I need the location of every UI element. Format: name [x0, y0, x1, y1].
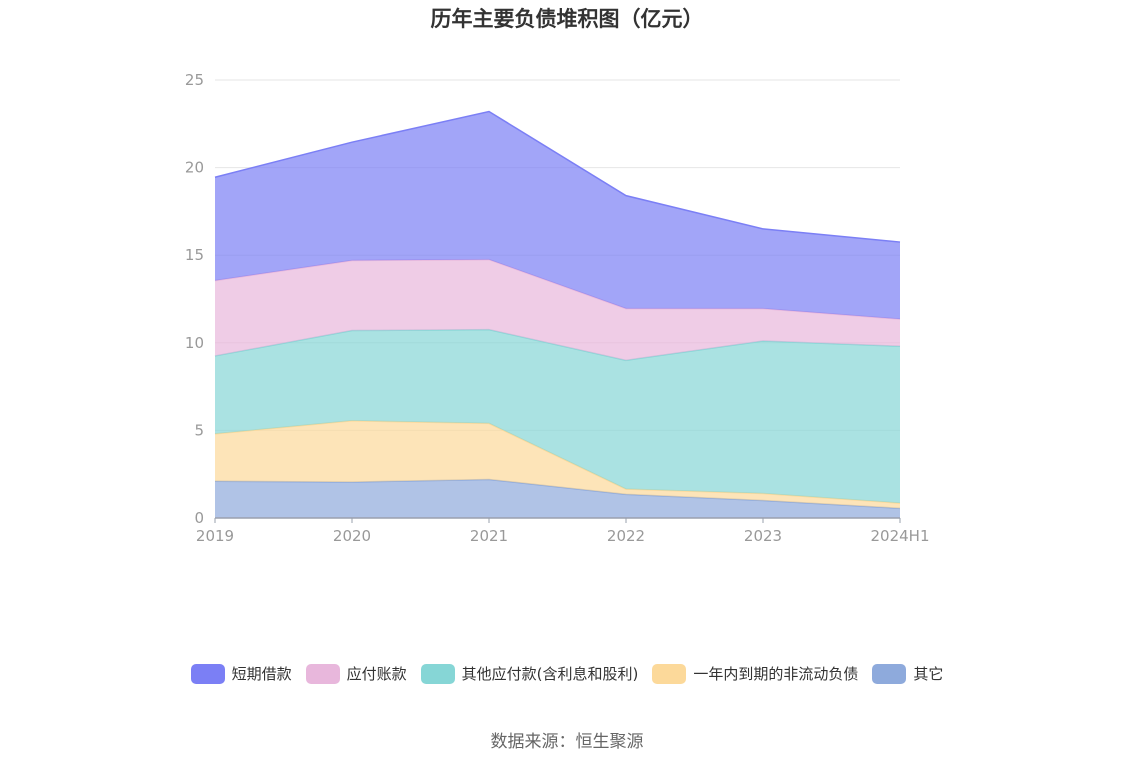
- area-series-1: [215, 420, 900, 509]
- legend-swatch: [652, 663, 687, 684]
- area-series-0: [215, 479, 900, 518]
- data-source: 数据来源：恒生聚源: [490, 732, 644, 752]
- x-tick-label: 2021: [470, 527, 508, 545]
- legend-swatch: [305, 663, 340, 684]
- legend-label: 一年内到期的非流动负债: [693, 665, 859, 683]
- area-series-group: [214, 110, 901, 518]
- x-tick-label: 2023: [744, 527, 782, 545]
- legend-swatch: [190, 663, 225, 684]
- y-tick-label: 15: [185, 246, 204, 264]
- area-series-3: [215, 259, 900, 361]
- legend-label: 其他应付款(含利息和股利): [461, 665, 639, 683]
- x-tick-label: 2024H1: [871, 527, 930, 545]
- legend-item[interactable]: 其它: [872, 663, 943, 684]
- y-tick-label: 0: [194, 509, 204, 527]
- area-series-line-4: [214, 110, 901, 243]
- chart-title: 历年主要负债堆积图（亿元）: [430, 7, 704, 31]
- area-series-4: [215, 111, 900, 320]
- x-tick-label: 2022: [607, 527, 645, 545]
- legend-label: 短期借款: [231, 665, 292, 683]
- legend-swatch: [872, 663, 907, 684]
- legend-item[interactable]: 短期借款: [190, 663, 292, 684]
- area-series-2: [215, 329, 900, 504]
- legend-item[interactable]: 一年内到期的非流动负债: [652, 663, 858, 684]
- y-tick-label: 20: [185, 159, 204, 177]
- x-tick-label: 2020: [333, 527, 371, 545]
- legend-item[interactable]: 其他应付款(含利息和股利): [420, 663, 639, 684]
- x-tick-label: 2019: [196, 527, 234, 545]
- legend-swatch: [420, 663, 455, 684]
- legend-label: 其它: [913, 665, 944, 683]
- y-tick-label: 10: [185, 334, 204, 352]
- legend-label: 应付账款: [346, 665, 407, 683]
- chart-legend: 短期借款 应付账款 其他应付款(含利息和股利) 一年内到期的非流动负债 其它: [0, 663, 1134, 684]
- y-tick-label: 25: [185, 71, 204, 89]
- legend-item[interactable]: 应付账款: [305, 663, 407, 684]
- y-tick-label: 5: [194, 421, 204, 439]
